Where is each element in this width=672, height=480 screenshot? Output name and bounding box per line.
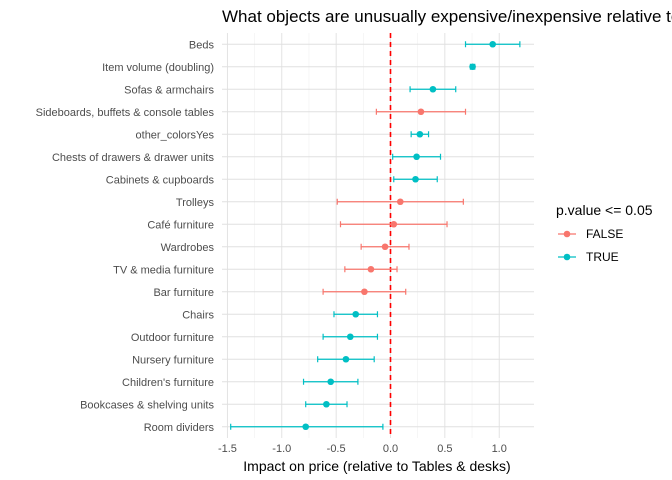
legend-entries: FALSE TRUE [558, 227, 623, 264]
x-axis-label: Impact on price (relative to Tables & de… [243, 458, 510, 474]
estimate-point [412, 175, 419, 183]
estimate-point [342, 355, 350, 363]
x-tick-label: -1.5 [218, 443, 237, 455]
x-axis-tick-labels: -1.5 -1.0 -0.5 0.0 0.5 1.0 [218, 443, 507, 455]
y-tick-label: Bookcases & shelving units [80, 399, 214, 411]
legend-key-point [563, 253, 571, 261]
y-tick-label: Children's furniture [122, 377, 214, 389]
x-tick-label: 1.0 [492, 443, 507, 455]
estimate-point [396, 198, 404, 206]
x-tick-label: 0.5 [437, 443, 452, 455]
legend-title: p.value <= 0.05 [556, 202, 653, 218]
chart-title: What objects are unusually expensive/ine… [222, 7, 672, 26]
estimate-point [413, 153, 420, 161]
estimate-point [489, 40, 496, 48]
legend-entry: FALSE [558, 227, 623, 241]
y-tick-label: Café furniture [147, 219, 214, 231]
y-tick-label: Sideboards, buffets & console tables [36, 107, 215, 119]
estimate-point [429, 85, 437, 93]
y-tick-label: Cabinets & cupboards [106, 174, 215, 186]
y-tick-label: Trolleys [176, 197, 215, 209]
y-tick-label: Room dividers [144, 422, 215, 434]
x-tick-label: -1.0 [272, 443, 291, 455]
legend-entry: TRUE [558, 250, 619, 264]
legend-key-point [563, 230, 571, 238]
legend: p.value <= 0.05 FALSE TRUE [556, 202, 653, 264]
x-tick-label: -0.5 [327, 443, 346, 455]
y-tick-label: Outdoor furniture [131, 332, 214, 344]
estimate-point [352, 310, 360, 318]
y-tick-label: other_colorsYes [136, 129, 215, 141]
x-tick-label: 0.0 [383, 443, 398, 455]
y-tick-label: TV & media furniture [113, 264, 214, 276]
estimate-point [381, 243, 389, 251]
y-tick-label: Beds [189, 39, 215, 51]
estimate-point [417, 108, 425, 116]
estimate-points [302, 40, 496, 431]
estimate-point [367, 265, 375, 273]
y-axis-tick-labels: Beds Item volume (doubling) Sofas & armcha… [36, 39, 215, 434]
y-tick-label: Bar furniture [153, 287, 214, 299]
y-tick-label: Chests of drawers & drawer units [52, 152, 215, 164]
legend-label: FALSE [586, 227, 623, 241]
estimate-point [327, 378, 335, 386]
estimate-point [469, 63, 476, 71]
estimate-point [361, 288, 368, 296]
y-tick-label: Sofas & armchairs [124, 84, 214, 96]
y-tick-label: Item volume (doubling) [102, 62, 214, 74]
estimate-point [416, 130, 424, 138]
y-tick-label: Nursery furniture [132, 354, 214, 366]
estimate-point [302, 423, 310, 431]
y-tick-label: Chairs [182, 309, 214, 321]
y-tick-label: Wardrobes [161, 242, 215, 254]
estimate-point [346, 333, 354, 341]
estimate-point [323, 400, 330, 408]
legend-label: TRUE [586, 250, 619, 264]
estimate-point [390, 220, 398, 228]
